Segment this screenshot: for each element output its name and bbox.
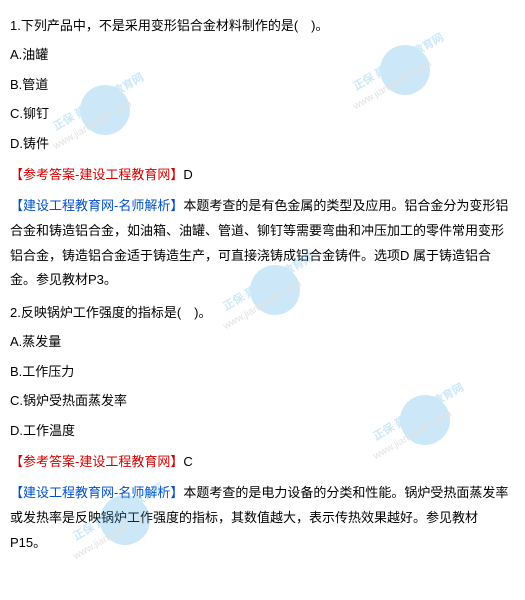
explain-bracket: 【建设工程教育网-名师解析】 xyxy=(10,198,183,213)
answer-letter: D xyxy=(183,167,192,182)
answer-bracket: 【参考答案-建设工程教育网】 xyxy=(10,167,183,182)
question-1-option-d: D.铸件 xyxy=(10,132,515,155)
question-2-explain: 【建设工程教育网-名师解析】本题考查的是电力设备的分类和性能。锅炉受热面蒸发率或… xyxy=(10,481,515,555)
explain-bracket: 【建设工程教育网-名师解析】 xyxy=(10,485,183,500)
question-1-option-b: B.管道 xyxy=(10,73,515,96)
question-2-option-b: B.工作压力 xyxy=(10,360,515,383)
question-1-answer: 【参考答案-建设工程教育网】D xyxy=(10,163,515,186)
question-2-answer: 【参考答案-建设工程教育网】C xyxy=(10,450,515,473)
question-2-option-c: C.锅炉受热面蒸发率 xyxy=(10,389,515,412)
question-1-option-c: C.铆钉 xyxy=(10,102,515,125)
question-2-option-d: D.工作温度 xyxy=(10,419,515,442)
answer-bracket: 【参考答案-建设工程教育网】 xyxy=(10,454,183,469)
question-2-stem: 2.反映锅炉工作强度的指标是( )。 xyxy=(10,301,515,324)
question-1-option-a: A.油罐 xyxy=(10,43,515,66)
answer-letter: C xyxy=(183,454,192,469)
question-2-option-a: A.蒸发量 xyxy=(10,330,515,353)
question-1-stem: 1.下列产品中，不是采用变形铝合金材料制作的是( )。 xyxy=(10,14,515,37)
question-1-explain: 【建设工程教育网-名师解析】本题考查的是有色金属的类型及应用。铝合金分为变形铝合… xyxy=(10,194,515,293)
